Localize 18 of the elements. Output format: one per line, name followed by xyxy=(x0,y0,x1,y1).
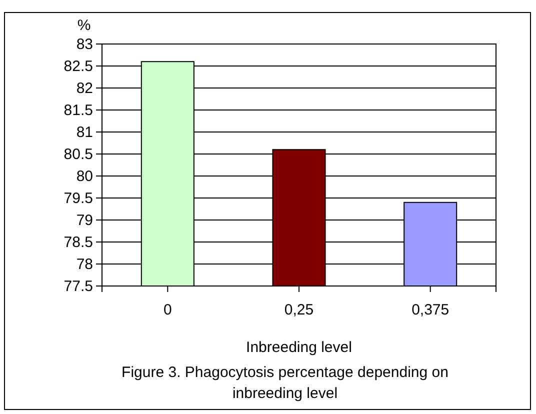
y-tick-label: 78.5 xyxy=(64,234,93,251)
y-tick-label: 83 xyxy=(76,36,93,53)
x-tick-label: 0,25 xyxy=(284,302,314,318)
y-tick-label: 82.5 xyxy=(64,58,93,75)
x-axis-title: Inbreeding level xyxy=(246,339,352,356)
y-tick-label: 79 xyxy=(76,212,93,229)
y-tick-label: 82 xyxy=(76,80,93,97)
y-tick-label: 81 xyxy=(76,124,93,141)
x-tick-label: 0,375 xyxy=(412,302,450,318)
y-tick-label: 81.5 xyxy=(64,102,93,119)
y-tick-label: 80 xyxy=(76,168,93,185)
y-tick-label: 80.5 xyxy=(64,146,93,163)
y-tick-label: 77.5 xyxy=(64,278,93,295)
y-axis-title: % xyxy=(77,17,91,34)
y-tick-label: 79.5 xyxy=(64,190,93,207)
y-tick-label: 78 xyxy=(76,256,93,273)
x-tick-label: 0 xyxy=(163,302,172,318)
caption: Figure 3. Phagocytosis percentage depending on inbreeding level xyxy=(120,363,450,404)
